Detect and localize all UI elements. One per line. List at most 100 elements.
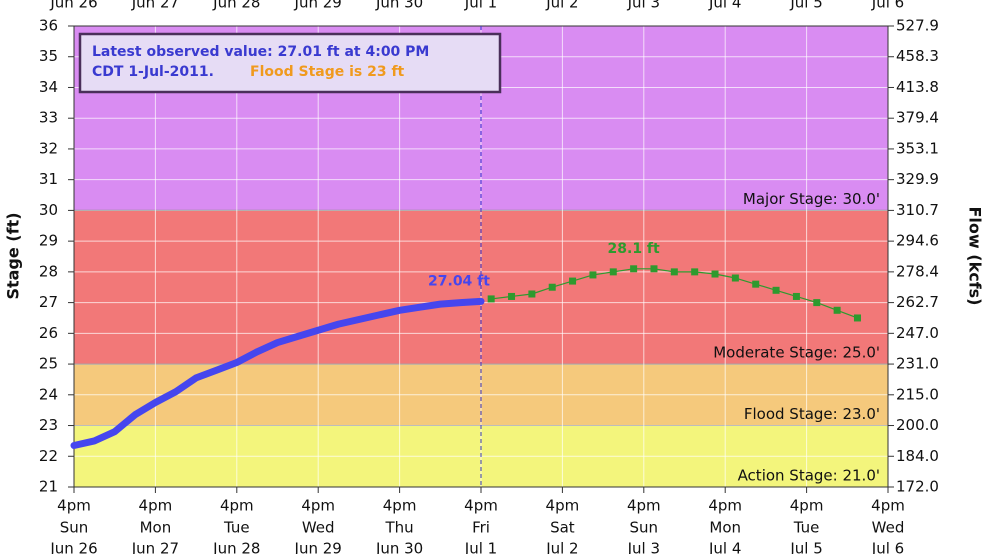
y-tick-label: 35 [39,47,58,65]
y2-tick-label: 527.9 [896,17,939,35]
x-tick-date: Jun 27 [131,540,179,554]
x-tick-day: Wed [302,519,335,537]
series: 27.04 ft 28.1 ft [70,26,861,487]
y2-tick-label: 278.4 [896,262,939,280]
y-tick-label: 22 [39,447,58,465]
observed-line [70,297,485,450]
top-tick-date: Jul 4 [708,0,741,12]
stage-label: Flood Stage: 23.0' [744,405,880,423]
x-tick-time: 4pm [871,497,905,515]
top-tick-date: Jul 1 [464,0,497,12]
y2-tick-label: 231.0 [896,355,939,373]
x-tick-date: Jul 1 [464,540,497,554]
y2-tick-label: 294.6 [896,232,939,250]
y2-tick-label: 184.0 [896,447,939,465]
y2-tick-label: 413.8 [896,78,939,96]
y-tick-label: 31 [39,170,58,188]
forecast-point [528,290,536,298]
y-tick-label: 36 [39,17,58,35]
forecast-point [609,268,617,276]
forecast-point [853,314,861,322]
x-tick-date: Jun 29 [294,540,342,554]
y-tick-label: 25 [39,355,58,373]
x-tick-day: Sun [60,519,89,537]
flood-note: Flood Stage is 23 ft [250,64,405,80]
forecast-point [630,265,638,273]
y2-axis-label: Flow (kcfs) [966,207,985,306]
annotation-box: Latest observed value: 27.01 ft at 4:00 … [78,32,502,94]
x-tick-day: Mon [709,519,741,537]
x-tick-date: Jul 2 [545,540,578,554]
forecast-point [508,292,516,300]
x-tick-day: Thu [385,519,414,537]
top-tick-date: Jun 29 [294,0,342,12]
x-tick-date: Jul 6 [871,540,904,554]
y-tick-label: 28 [39,262,58,280]
x-tick-day: Sun [630,519,659,537]
forecast-point [487,295,495,303]
x-tick-time: 4pm [790,497,824,515]
y-tick-label: 32 [39,139,58,157]
forecast-point [569,277,577,285]
x-tick-date: Jul 4 [708,540,741,554]
forecast-point [650,265,658,273]
y2-tick-label: 247.0 [896,324,939,342]
top-tick-date: Jul 5 [789,0,822,12]
x-tick-time: 4pm [464,497,498,515]
x-tick-date: Jun 30 [375,540,423,554]
y-tick-label: 33 [39,109,58,127]
stage-label: Major Stage: 30.0' [743,190,880,208]
annotation-frame [78,32,502,94]
x-tick-date: Jul 5 [789,540,822,554]
forecast-point [813,299,821,307]
forecast-point [792,292,800,300]
x-tick-time: 4pm [220,497,254,515]
value-label: 28.1 ft [608,241,661,257]
y-axis-label: Stage (ft) [4,212,23,299]
y2-tick-label: 172.0 [896,478,939,496]
x-tick-time: 4pm [708,497,742,515]
stage-label: Moderate Stage: 25.0' [713,344,880,362]
x-tick-day: Fri [472,519,490,537]
y-tick-label: 21 [39,478,58,496]
x-tick-day: Tue [223,519,250,537]
y2-tick-label: 379.4 [896,109,939,127]
x-tick-date: Jun 28 [212,540,260,554]
x-tick-date: Jul 3 [627,540,660,554]
x-tick-time: 4pm [627,497,661,515]
x-tick-time: 4pm [301,497,335,515]
y2-tick-label: 200.0 [896,416,939,434]
x-tick-time: 4pm [546,497,580,515]
x-tick-date: Jun 26 [49,540,97,554]
y-tick-label: 24 [39,385,58,403]
annotation-line: Latest observed value: 27.01 ft at 4:00 … [92,44,429,60]
y2-tick-label: 262.7 [896,293,939,311]
forecast-point [548,283,556,291]
forecast-point [711,270,719,278]
y2-tick-label: 329.9 [896,170,939,188]
x-tick-day: Wed [872,519,905,537]
y-tick-label: 27 [39,293,58,311]
y-tick-label: 26 [39,324,58,342]
y2-tick-label: 215.0 [896,385,939,403]
y-tick-label: 34 [39,78,58,96]
y-tick-label: 29 [39,232,58,250]
x-tick-day: Mon [140,519,172,537]
forecast-point [833,306,841,314]
forecast-point [752,280,760,288]
forecast-point [670,268,678,276]
y2-tick-label: 310.7 [896,201,939,219]
x-tick-time: 4pm [139,497,173,515]
top-tick-date: Jul 2 [545,0,578,12]
x-tick-time: 4pm [57,497,91,515]
x-tick-day: Sat [550,519,575,537]
forecast-point [772,286,780,294]
top-tick-date: Jul 3 [627,0,660,12]
top-tick-date: Jun 27 [131,0,179,12]
x-tick-time: 4pm [383,497,417,515]
forecast-point [589,271,597,279]
stage-label: Action Stage: 21.0' [738,467,880,485]
y-tick-label: 30 [39,201,58,219]
y2-tick-label: 353.1 [896,139,939,157]
value-label: 27.04 ft [428,273,490,289]
